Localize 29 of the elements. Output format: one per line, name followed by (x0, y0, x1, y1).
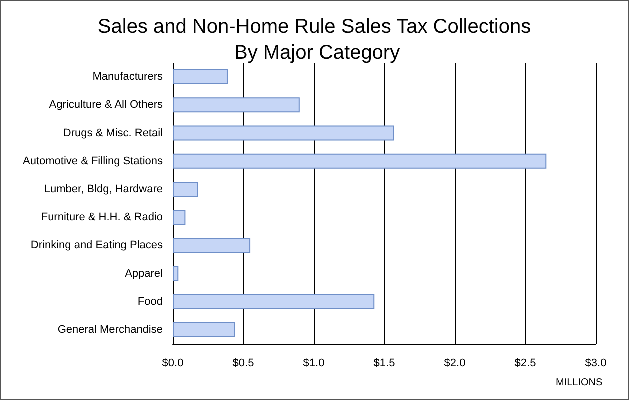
bar (173, 322, 236, 338)
bar (173, 266, 179, 282)
x-tick-label: $3.0 (585, 358, 607, 370)
chart-title: Sales and Non-Home Rule Sales Tax Collections By Major Category (98, 16, 532, 64)
x-tick-label: $1.5 (374, 358, 396, 370)
y-tick-label: Food (138, 296, 163, 308)
bar (173, 154, 547, 169)
x-axis-title: MILLIONS (556, 378, 604, 388)
bar (173, 182, 198, 197)
x-tick-label: $2.0 (444, 358, 466, 370)
x-tick-label: $0.5 (232, 358, 254, 370)
y-tick-label: Lumber, Bldg, Hardware (44, 183, 163, 196)
bar (173, 210, 186, 226)
y-tick-label: Drugs & Misc. Retail (63, 127, 163, 140)
y-tick-label: Automotive & Filling Stations (22, 155, 164, 168)
x-tick-label: $2.5 (514, 358, 536, 370)
x-tick-label: $0.0 (162, 358, 184, 370)
bar (173, 98, 300, 113)
bar (173, 70, 228, 85)
bar (173, 126, 394, 141)
y-tick-label: Furniture & H.H. & Radio (41, 212, 163, 224)
y-tick-label: Manufacturers (92, 71, 164, 84)
y-tick-label: Agriculture & All Others (49, 99, 164, 112)
y-tick-label: General Merchandise (58, 324, 163, 336)
bar (173, 238, 251, 254)
y-tick-label: Drinking and Eating Places (30, 240, 164, 252)
y-tick-label: Apparel (125, 268, 163, 280)
x-tick-label: $1.0 (303, 358, 325, 370)
bar (173, 294, 375, 310)
